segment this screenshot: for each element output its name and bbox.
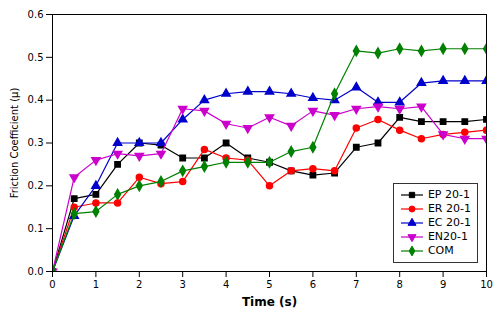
svg-text:Friction Coefficient (μ): Friction Coefficient (μ) [9,88,20,199]
svg-text:0.6: 0.6 [28,9,44,20]
svg-text:0.4: 0.4 [28,94,44,105]
svg-text:4: 4 [223,279,229,290]
html-text:EN20-1: EN20-1 [427,230,469,243]
svg-text:2: 2 [136,279,142,290]
svg-text:0.1: 0.1 [28,223,44,234]
svg-text:9: 9 [440,279,446,290]
svg-text:5: 5 [266,279,272,290]
svg-text:Time (s): Time (s) [242,295,297,309]
svg-text:0.0: 0.0 [28,266,44,277]
svg-text:0.3: 0.3 [28,137,44,148]
svg-text:0: 0 [49,279,55,290]
svg-text:0.5: 0.5 [28,52,44,63]
svg-text:7: 7 [353,279,359,290]
svg-text:6: 6 [310,279,316,290]
html-text:COM: COM [427,244,454,257]
svg-text:10: 10 [480,279,493,290]
html-text:EP 20-1: EP 20-1 [427,188,470,201]
html-text:EC 20-1: EC 20-1 [427,216,471,229]
svg-text:3: 3 [180,279,186,290]
svg-text:8: 8 [397,279,403,290]
svg-text:1: 1 [93,279,99,290]
svg-text:0.2: 0.2 [28,180,44,191]
html-text:ER 20-1: ER 20-1 [427,202,471,215]
